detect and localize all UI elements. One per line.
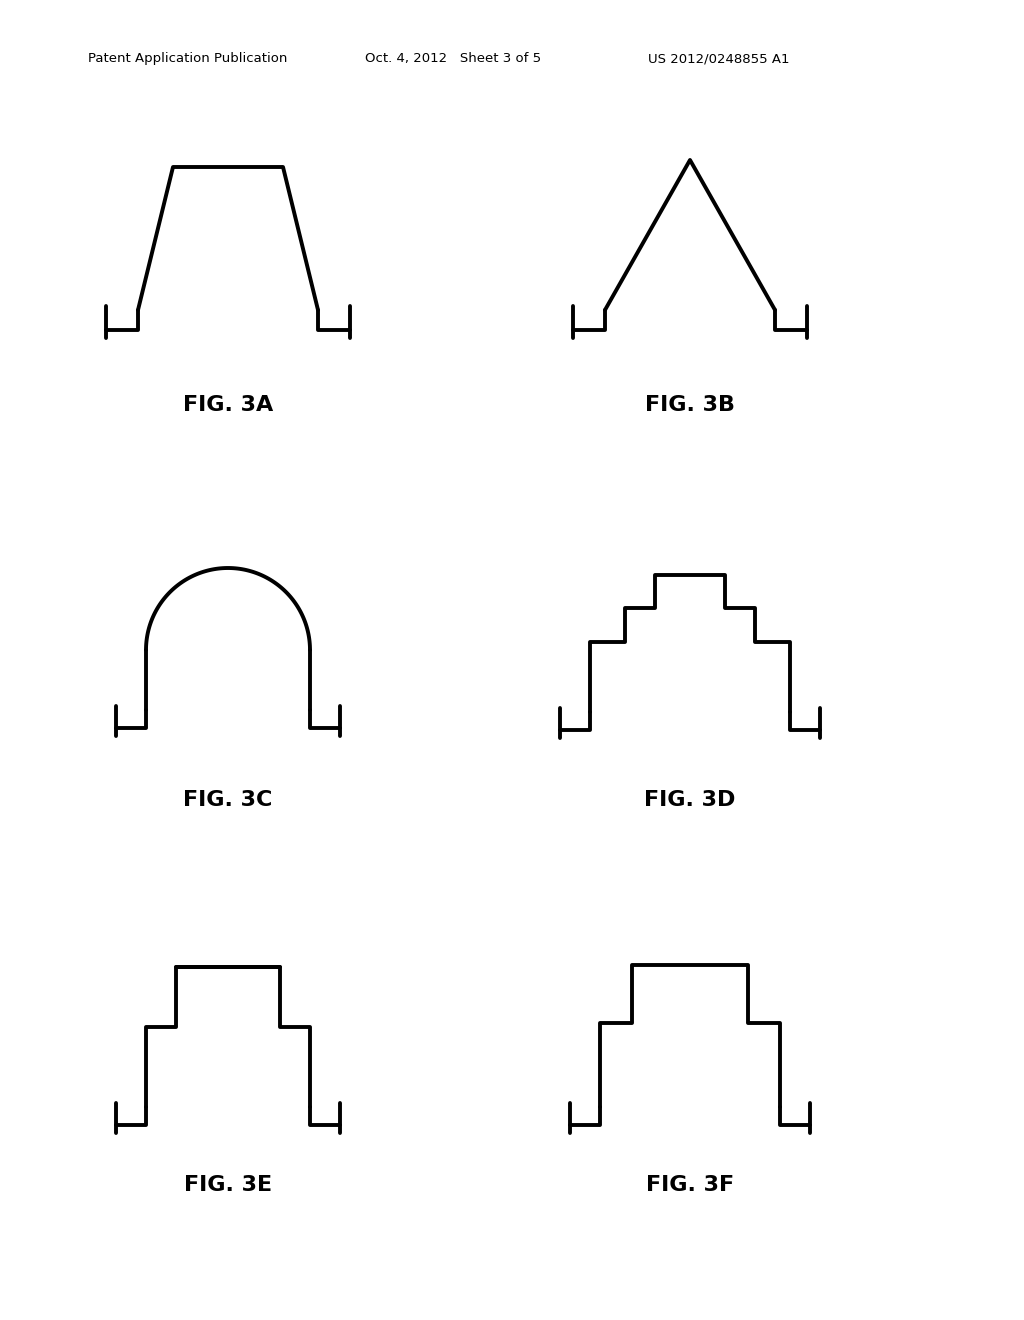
Text: FIG. 3F: FIG. 3F: [646, 1175, 734, 1195]
Text: Patent Application Publication: Patent Application Publication: [88, 51, 288, 65]
Text: FIG. 3C: FIG. 3C: [183, 789, 272, 810]
Text: FIG. 3B: FIG. 3B: [645, 395, 735, 414]
Text: FIG. 3E: FIG. 3E: [184, 1175, 272, 1195]
Text: US 2012/0248855 A1: US 2012/0248855 A1: [648, 51, 790, 65]
Text: FIG. 3D: FIG. 3D: [644, 789, 735, 810]
Text: FIG. 3A: FIG. 3A: [183, 395, 273, 414]
Text: Oct. 4, 2012   Sheet 3 of 5: Oct. 4, 2012 Sheet 3 of 5: [365, 51, 541, 65]
